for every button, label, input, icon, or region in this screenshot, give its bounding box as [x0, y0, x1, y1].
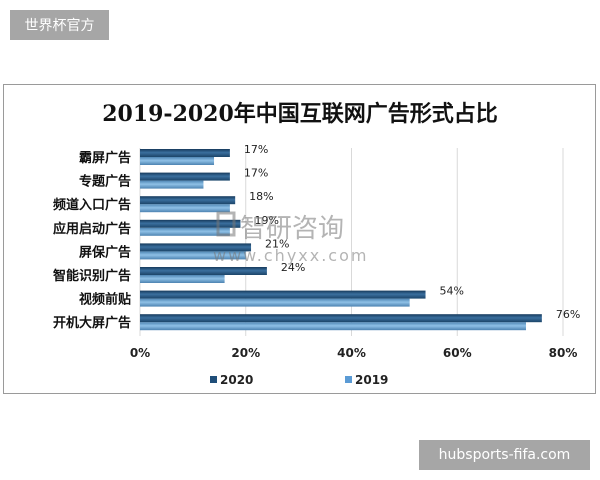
- category-label: 开机大屏广告: [53, 315, 131, 331]
- x-tick-labels: 0% 20% 40% 60% 80%: [130, 346, 578, 360]
- bar-2019: [140, 180, 204, 189]
- category-label: 专题广告: [79, 174, 131, 190]
- bar-2020: [140, 290, 426, 299]
- watermark-logo-icon: [216, 211, 236, 237]
- value-label: 17%: [244, 143, 268, 156]
- bar-2020: [140, 219, 241, 228]
- bar-2019: [140, 251, 246, 260]
- watermark-badge-bottom-right: hubsports-fifa.com: [419, 440, 590, 470]
- legend: 2020 2019: [210, 373, 388, 387]
- value-label: 21%: [265, 237, 289, 250]
- x-tick-label: 80%: [549, 346, 578, 360]
- bar-2019: [140, 204, 230, 213]
- bar-2019: [140, 322, 526, 331]
- value-label: 18%: [249, 190, 273, 203]
- bar-2019: [140, 298, 410, 307]
- bar-2020: [140, 243, 252, 252]
- legend-swatch-2019: [345, 376, 352, 383]
- chart-title: 2019-2020年中国互联网广告形式占比: [102, 101, 498, 127]
- center-watermark: 智研咨询 www.chyxx.com: [213, 211, 368, 265]
- watermark-badge-top-left: 世界杯官方: [10, 10, 109, 40]
- x-tick-label: 20%: [231, 346, 260, 360]
- x-tick-label: 40%: [337, 346, 366, 360]
- category-label: 视频前贴: [79, 292, 131, 308]
- legend-swatch-2020: [210, 376, 217, 383]
- value-label: 24%: [281, 261, 305, 274]
- category-label: 霸屏广告: [79, 150, 131, 166]
- watermark-logo-text: 智研咨询: [240, 214, 344, 244]
- category-label: 频道入口广告: [53, 197, 131, 213]
- x-tick-label: 0%: [130, 346, 150, 360]
- category-label: 应用启动广告: [53, 221, 131, 237]
- bar-2020: [140, 149, 230, 157]
- value-labels: 17% 17% 18% 19% 21% 24% 54% 76%: [244, 143, 580, 321]
- bar-2020: [140, 314, 542, 323]
- bar-2020: [140, 172, 230, 181]
- bar-2019: [140, 227, 230, 236]
- chart-frame: [3, 84, 596, 394]
- bar-2019: [140, 157, 215, 165]
- bar-2020: [140, 196, 236, 205]
- x-tick-label: 60%: [443, 346, 472, 360]
- category-label: 屏保广告: [79, 244, 131, 260]
- watermark-url: www.chyxx.com: [213, 246, 368, 265]
- value-label: 76%: [556, 308, 580, 321]
- legend-label-2019: 2019: [355, 373, 388, 387]
- bar-2019: [140, 275, 225, 283]
- value-label: 19%: [254, 214, 278, 227]
- bar-2020: [140, 267, 267, 275]
- legend-label-2020: 2020: [220, 373, 253, 387]
- bars-layer: [140, 149, 542, 331]
- category-label: 智能识别广告: [53, 268, 131, 284]
- value-label: 17%: [244, 167, 268, 180]
- value-label: 54%: [440, 285, 464, 298]
